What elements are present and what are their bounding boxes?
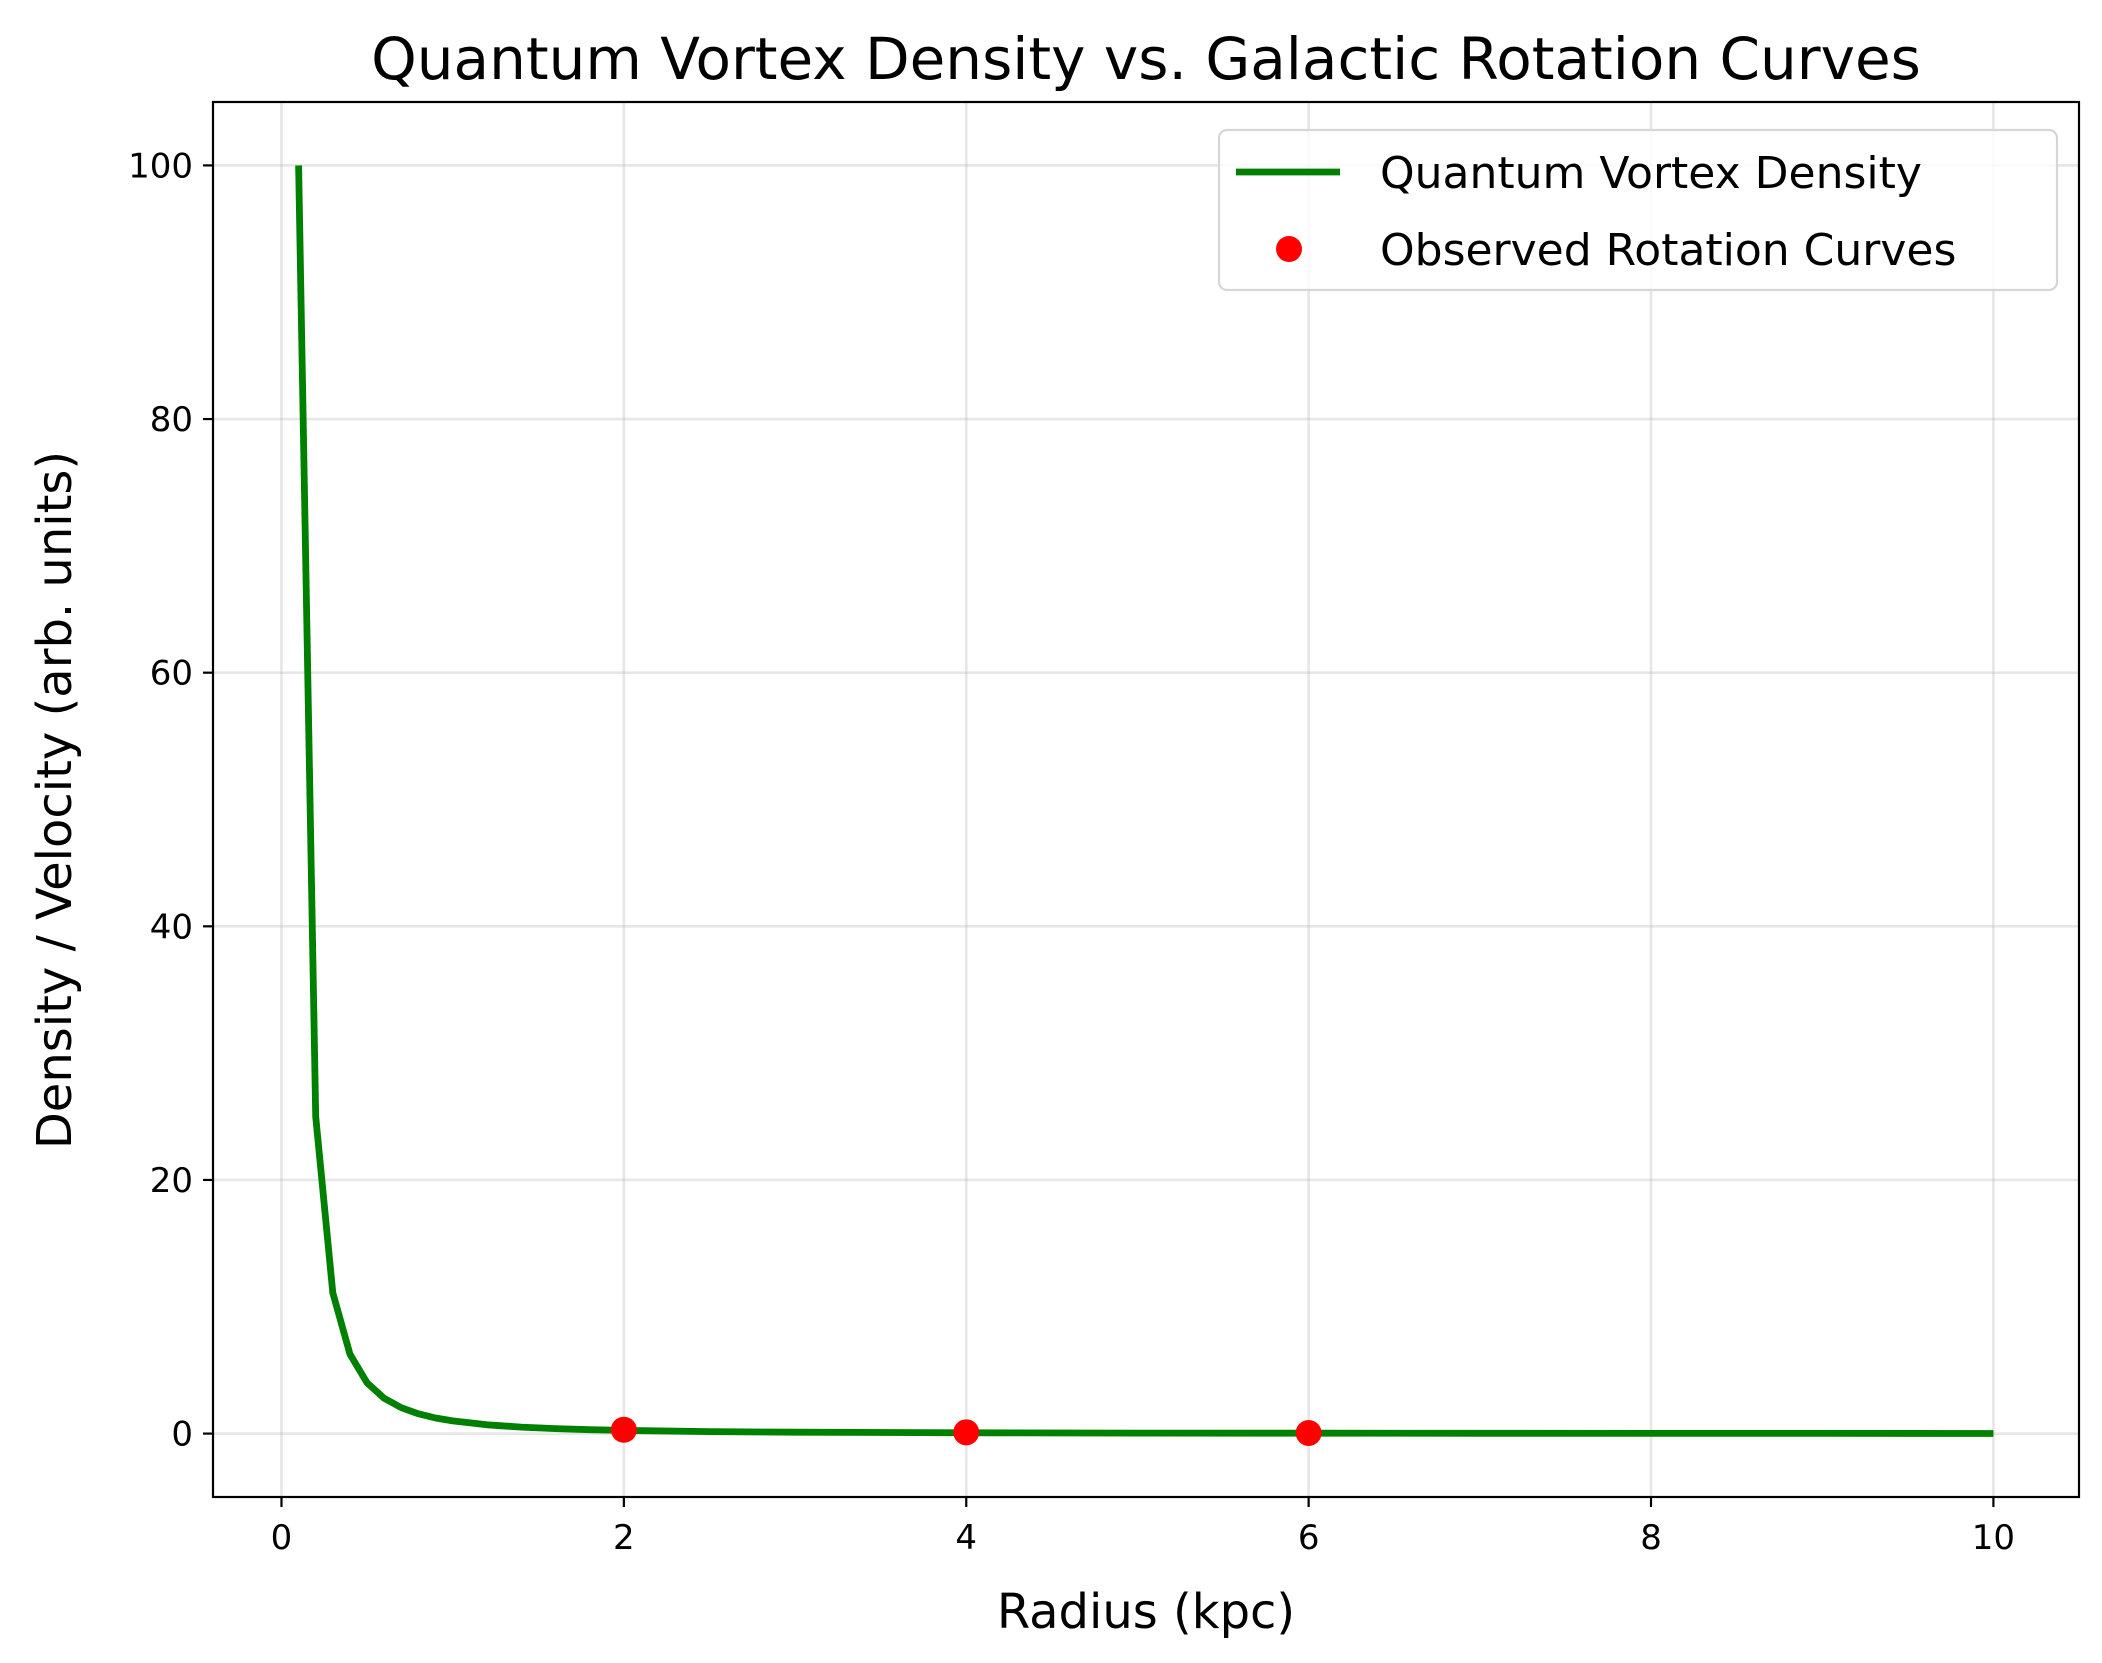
series-layer	[295, 165, 1994, 1446]
y-tick-label: 80	[150, 400, 193, 440]
y-tick-label: 0	[171, 1415, 193, 1455]
x-tick-label: 2	[613, 1518, 635, 1558]
y-tick-label: 20	[150, 1161, 193, 1201]
x-axis-label: Radius (kpc)	[997, 1584, 1295, 1640]
observed-rotation-point	[1295, 1419, 1322, 1446]
x-tick-label: 8	[1640, 1518, 1662, 1558]
legend-point-swatch	[1276, 236, 1302, 262]
x-tick-label: 0	[271, 1518, 293, 1558]
legend-label-quantum-vortex-density: Quantum Vortex Density	[1380, 148, 1922, 199]
legend-label-observed-rotation-curves: Observed Rotation Curves	[1380, 225, 1956, 276]
y-axis-label: Density / Velocity (arb. units)	[27, 451, 83, 1149]
observed-rotation-point	[953, 1419, 980, 1446]
observed-rotation-point	[610, 1416, 637, 1443]
quantum-vortex-density-line	[295, 165, 1994, 1437]
legend: Quantum Vortex Density Observed Rotation…	[1217, 128, 2059, 292]
x-tick-label: 10	[1972, 1518, 2015, 1558]
legend-box	[1217, 128, 2059, 292]
chart-title: Quantum Vortex Density vs. Galactic Rota…	[371, 25, 1921, 93]
plot-frame	[211, 100, 2081, 1499]
x-tick-label: 6	[1298, 1518, 1320, 1558]
y-tick-label: 100	[128, 146, 193, 186]
grid	[213, 102, 2079, 1497]
x-tick-label: 4	[955, 1518, 977, 1558]
y-tick-label: 40	[150, 907, 193, 947]
y-tick-label: 60	[150, 654, 193, 694]
